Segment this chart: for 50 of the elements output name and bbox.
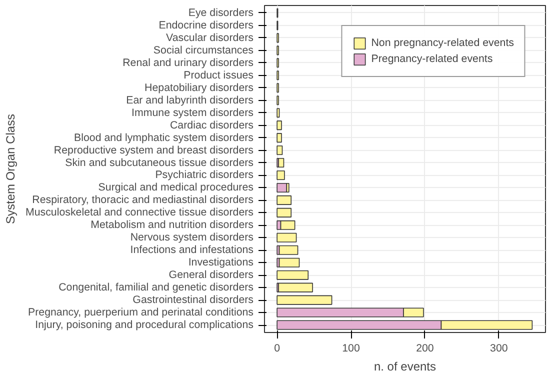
- bar: [278, 258, 300, 268]
- y-tick-label: Blood and lymphatic system disorders: [74, 132, 254, 144]
- y-tick-label: Hepatobiliary disorders: [144, 82, 254, 94]
- bar: [276, 108, 280, 118]
- bar: [276, 133, 282, 143]
- y-tick-label: Ear and labyrinth disorders: [126, 94, 254, 106]
- x-tick-label: 200: [416, 342, 434, 354]
- y-tick-label: Infections and infestations: [130, 244, 254, 256]
- y-tick-label: Vascular disorders: [166, 32, 254, 44]
- y-axis-title: System Organ Class: [3, 114, 18, 224]
- bar: [280, 220, 296, 230]
- y-tick-label: Immune system disorders: [132, 106, 254, 119]
- y-tick-label: Skin and subcutaneous tissue disorders: [65, 156, 254, 169]
- bar: [276, 208, 292, 218]
- y-tick-label: Surgical and medical procedures: [98, 182, 254, 194]
- bar: [278, 245, 298, 255]
- y-tick-label: Endocrine disorders: [158, 19, 254, 32]
- bar: [276, 232, 297, 242]
- y-tick-label: Metabolism and nutrition disorders: [90, 219, 254, 232]
- bar: [278, 158, 284, 168]
- bar: [276, 146, 283, 156]
- y-tick-label: Musculoskeletal and connective tissue disorders: [25, 206, 254, 219]
- y-tick-label: Pregnancy, puerperium and perinatal conditions: [28, 306, 254, 319]
- bar: [276, 270, 309, 280]
- y-tick-label: Injury, poisoning and procedural complications: [35, 319, 254, 332]
- y-tick-label: General disorders: [168, 269, 254, 282]
- bar: [276, 120, 282, 130]
- y-tick-label: Psychiatric disorders: [155, 169, 254, 182]
- legend-label: Non pregnancy-related events: [371, 37, 514, 49]
- y-tick-label: Cardiac disorders: [170, 119, 254, 132]
- x-tick-label: 300: [490, 342, 508, 354]
- legend-label: Pregnancy-related events: [371, 53, 493, 65]
- y-tick-label: Product issues: [184, 69, 254, 82]
- y-tick-label: Reproductive system and breast disorders: [54, 144, 254, 156]
- y-tick-label: Congenital, familial and genetic disorders: [58, 282, 254, 294]
- x-tick-label: 100: [342, 342, 360, 354]
- x-axis-title: n. of events: [374, 360, 436, 374]
- y-tick-label: Respiratory, thoracic and mediastinal disorders: [32, 194, 254, 206]
- bar: [276, 295, 332, 305]
- y-tick-label: Gastrointestinal disorders: [132, 294, 254, 306]
- bar: [276, 170, 285, 180]
- bar: [278, 282, 313, 292]
- bar: [276, 182, 288, 192]
- bar: [276, 195, 292, 205]
- x-tick-label: 0: [274, 342, 280, 354]
- y-tick-label: Investigations: [188, 256, 254, 269]
- y-tick-label: Social circumstances: [153, 44, 254, 56]
- y-tick-label: Renal and urinary disorders: [122, 56, 254, 69]
- y-tick-label: Eye disorders: [188, 6, 254, 19]
- y-tick-label: Nervous system disorders: [130, 232, 254, 244]
